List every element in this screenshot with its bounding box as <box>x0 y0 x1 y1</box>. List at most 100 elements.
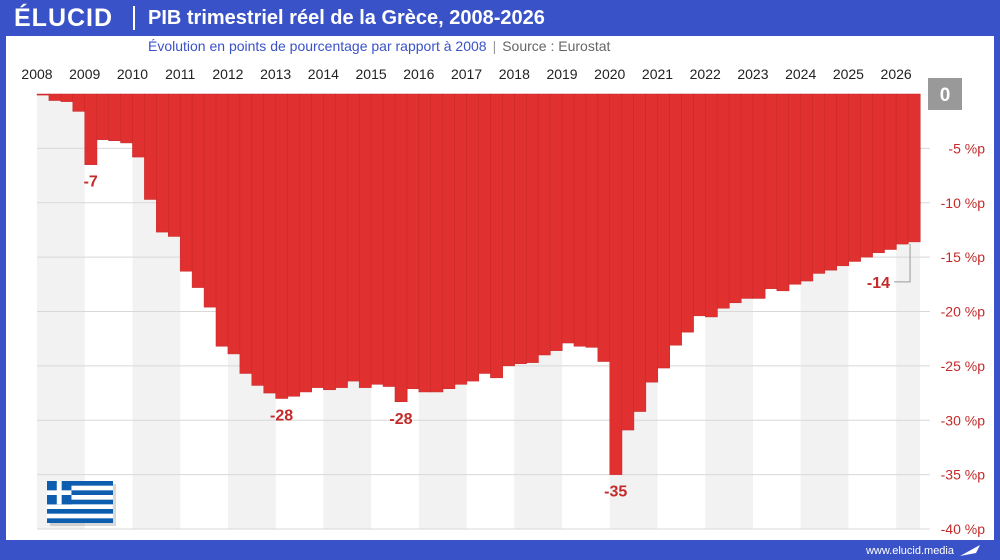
leader-line <box>894 243 911 283</box>
source-text: Source : Eurostat <box>502 38 611 54</box>
x-tick-label: 2018 <box>499 66 530 82</box>
bar <box>490 93 503 379</box>
x-tick-label: 2017 <box>451 66 482 82</box>
y-tick-label: -30 %p <box>941 412 986 428</box>
bar <box>84 93 98 165</box>
y-tick-label: 0 <box>940 85 951 106</box>
bar <box>227 93 241 355</box>
bar <box>382 93 396 387</box>
bar <box>96 93 110 140</box>
bar <box>60 93 74 102</box>
bar <box>323 93 336 391</box>
bars <box>36 93 921 475</box>
bar <box>430 93 444 393</box>
y-tick-label: -15 %p <box>941 249 986 265</box>
x-tick-label: 2022 <box>690 66 721 82</box>
bar <box>752 93 766 299</box>
y-tick-label: -25 %p <box>941 358 986 374</box>
x-tick-label: 2024 <box>785 66 816 82</box>
bar <box>800 93 814 282</box>
footer-url: www.elucid.media <box>865 545 954 557</box>
subtitle-text: Évolution en points de pourcentage par r… <box>148 38 487 54</box>
bar <box>812 93 826 274</box>
x-tick-label: 2015 <box>356 66 387 82</box>
bar <box>442 93 456 389</box>
x-tick-label: 2016 <box>403 66 434 82</box>
bar <box>48 93 62 101</box>
bar <box>716 93 730 309</box>
x-tick-label: 2026 <box>881 66 912 82</box>
bar <box>633 93 647 412</box>
data-label: -28 <box>270 408 293 425</box>
greece-flag-icon <box>47 481 113 523</box>
bar <box>346 93 360 382</box>
bar <box>191 93 205 288</box>
bar <box>872 93 885 254</box>
data-label: -14 <box>867 275 890 292</box>
bar <box>394 93 408 403</box>
x-tick-label: 2009 <box>69 66 100 82</box>
bar <box>168 93 181 237</box>
bar <box>848 93 861 262</box>
bar <box>275 93 289 399</box>
header-separator <box>133 6 135 30</box>
y-tick-label: -10 %p <box>941 195 986 211</box>
bar <box>406 93 420 389</box>
pen-icon <box>960 545 980 556</box>
bar <box>358 93 372 388</box>
bar <box>335 93 348 388</box>
brand-logo: ÉLUCID <box>14 4 114 32</box>
bar <box>895 93 909 245</box>
y-tick-labels: 0 -5 %p -10 %p -15 %p -20 %p -25 %p -30 %p -35 … <box>928 78 985 537</box>
bar <box>537 93 551 356</box>
x-tick-label: 2020 <box>594 66 625 82</box>
chart-title: PIB trimestriel réel de la Grèce, 2008-2… <box>148 7 545 29</box>
bar <box>478 93 491 374</box>
bar <box>525 93 539 363</box>
bar <box>860 93 873 258</box>
x-tick-label: 2021 <box>642 66 673 82</box>
bar <box>287 93 301 397</box>
bar <box>156 93 169 233</box>
bar <box>549 93 563 351</box>
x-tick-label: 2019 <box>546 66 577 82</box>
bar <box>669 93 682 346</box>
bar <box>824 93 838 271</box>
bar <box>251 93 265 386</box>
x-tick-label: 2025 <box>833 66 864 82</box>
bar <box>764 93 778 289</box>
bar <box>466 93 480 382</box>
bar <box>514 93 527 364</box>
chart-subtitle: Évolution en points de pourcentage par r… <box>148 38 610 54</box>
data-label: -28 <box>389 411 412 428</box>
bar <box>179 93 193 272</box>
x-tick-label: 2008 <box>21 66 52 82</box>
bar <box>370 93 384 385</box>
x-tick-label: 2023 <box>737 66 768 82</box>
bar <box>36 93 50 96</box>
data-label: -7 <box>84 174 98 191</box>
bar <box>609 93 623 475</box>
bar <box>573 93 587 347</box>
bar <box>585 93 599 348</box>
y-tick-label: -35 %p <box>941 467 986 483</box>
bar <box>311 93 324 388</box>
bar <box>681 93 694 333</box>
y-tick-label: -5 %p <box>948 140 985 156</box>
x-tick-label: 2011 <box>165 66 195 82</box>
bar <box>883 93 897 250</box>
y-tick-label: -20 %p <box>941 304 986 320</box>
bar <box>263 93 277 394</box>
bar <box>144 93 157 200</box>
subtitle-separator: | <box>492 38 497 54</box>
header-bar: ÉLUCID PIB trimestriel réel de la Grèce,… <box>0 0 1000 36</box>
y-tick-label: -40 %p <box>941 521 986 537</box>
data-labels: -7 -28 -28 -35 -14 <box>84 174 911 501</box>
data-label: -35 <box>604 484 627 501</box>
bar <box>418 93 432 393</box>
bar <box>108 93 122 142</box>
bar <box>215 93 229 347</box>
bar <box>597 93 611 362</box>
